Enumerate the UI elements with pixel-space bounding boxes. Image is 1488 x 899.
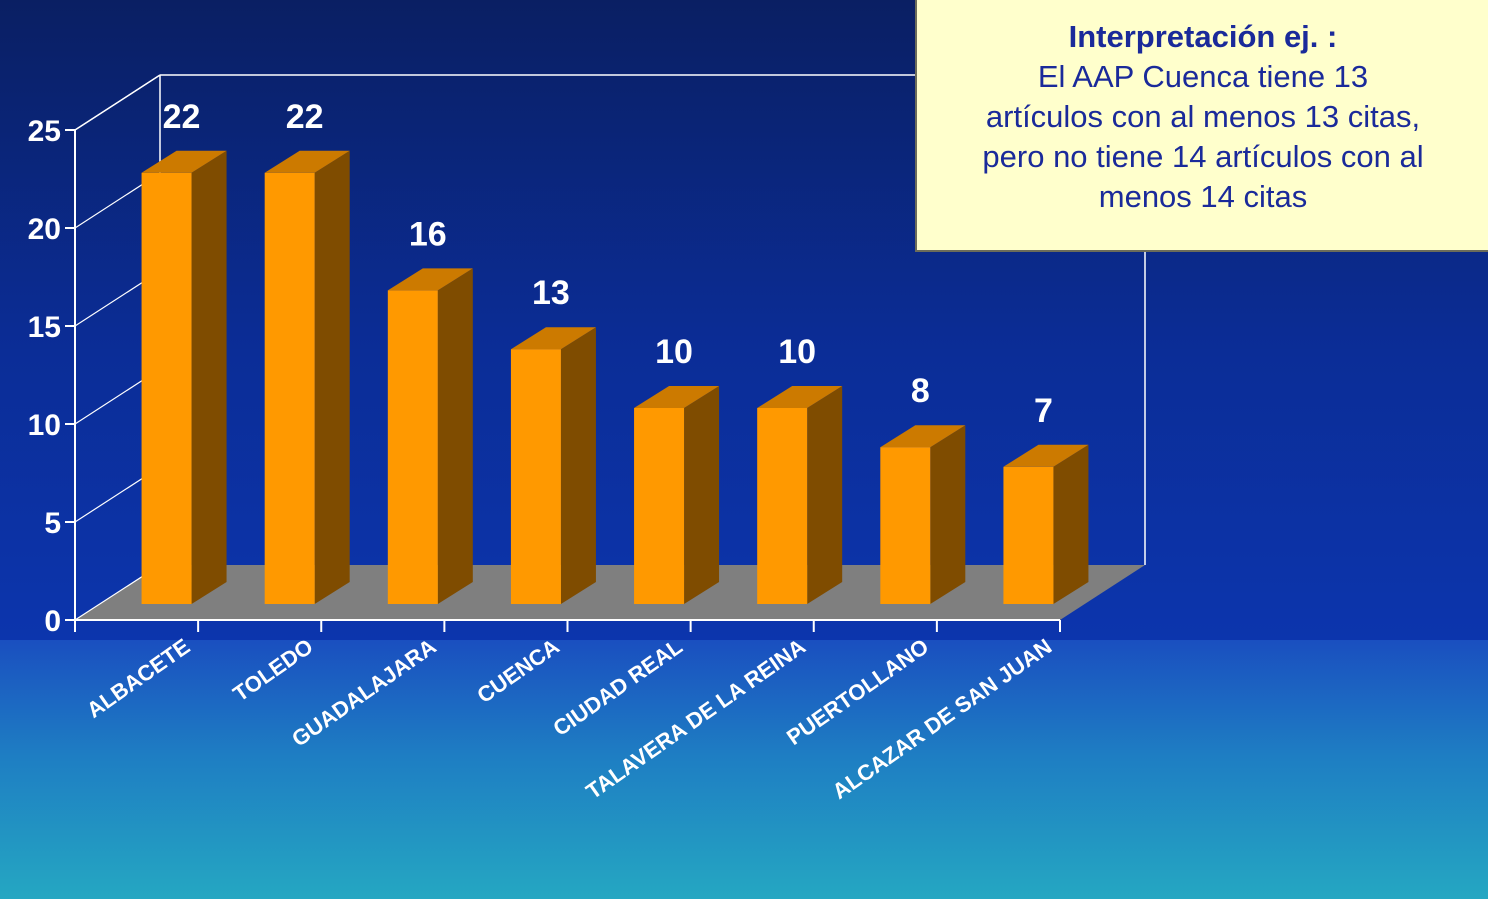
bar-side [807, 386, 843, 604]
bar-value-label: 8 [911, 372, 930, 410]
bar-top [880, 425, 966, 448]
y-tick-label: 5 [44, 507, 61, 540]
bar-value-label: 7 [1034, 392, 1053, 430]
chart-bars [141, 150, 1089, 605]
bar-value-label: 13 [532, 274, 570, 312]
note-line: menos 14 citas [1098, 179, 1308, 214]
bar [757, 408, 808, 604]
bar-value-label: 22 [286, 98, 324, 136]
bar-top [757, 386, 843, 408]
bar [264, 172, 315, 605]
bar-side [684, 386, 720, 604]
note-line: El AAP Cuenca tiene 13 [1037, 59, 1369, 94]
y-tick-label: 15 [28, 311, 61, 344]
bar-top [141, 150, 227, 173]
bar-top [264, 150, 350, 173]
bar-value-label: 22 [163, 98, 201, 136]
bar [880, 447, 931, 604]
y-tick-label: 0 [44, 605, 61, 638]
bar-side [930, 425, 966, 604]
x-category-label: ALCAZAR DE SAN JUAN [828, 634, 1057, 805]
bar [141, 172, 192, 605]
note-line: artículos con al menos 13 citas, [985, 99, 1421, 134]
bar-side [314, 150, 350, 605]
bar [1003, 466, 1054, 604]
bar-side [437, 268, 473, 604]
background-bottom [0, 640, 1488, 899]
chart-floor [75, 565, 1145, 620]
note-title: Interpretación ej. : [1068, 19, 1338, 54]
x-category-label: CUENCA [472, 634, 564, 709]
bar [634, 408, 685, 604]
bar-top [510, 327, 596, 350]
bar-side [1053, 444, 1089, 604]
bar-value-label: 10 [655, 333, 693, 371]
x-category-label: TOLEDO [228, 634, 317, 707]
note-line: pero no tiene 14 artículos con al [982, 139, 1424, 174]
y-tick-label: 20 [28, 213, 61, 246]
bar [510, 349, 561, 604]
bar-top [387, 268, 473, 291]
x-category-label: TALAVERA DE LA REINA [581, 634, 810, 805]
y-tick-depth [74, 74, 161, 131]
bar [387, 290, 438, 604]
bar-top [1003, 444, 1089, 467]
y-tick-label: 25 [28, 115, 61, 148]
bar-side [560, 327, 596, 604]
x-category-label: ALBACETE [82, 634, 194, 723]
bar-side [191, 150, 227, 605]
interpretation-note: Interpretación ej. : El AAP Cuenca tiene… [915, 0, 1488, 252]
y-tick-label: 10 [28, 409, 61, 442]
bar-top [634, 386, 720, 408]
bar-value-label: 10 [778, 333, 816, 371]
bar-value-label: 16 [409, 215, 447, 253]
